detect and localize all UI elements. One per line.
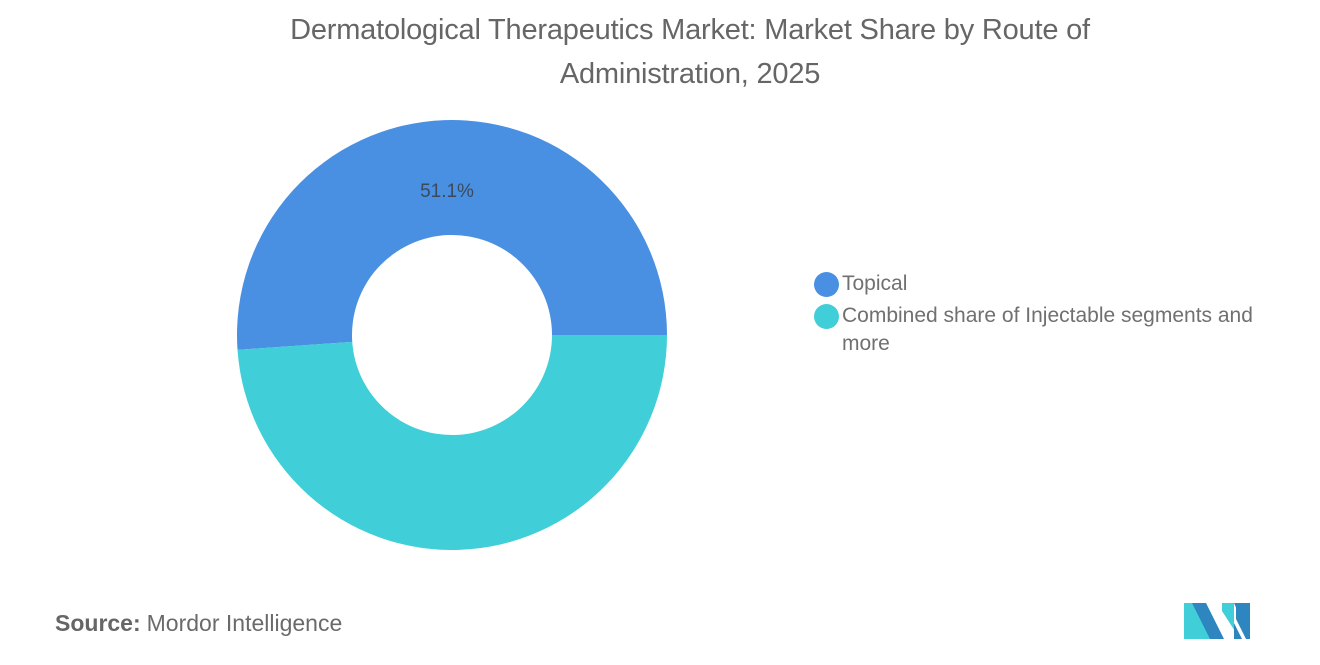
legend-swatch-icon [814, 304, 839, 329]
mordor-intelligence-logo-icon [1184, 603, 1250, 639]
source-label: Source: [55, 610, 141, 636]
donut-slice-injectable[interactable] [237, 335, 667, 551]
legend: Topical Combined share of Injectable seg… [814, 270, 1274, 362]
legend-item-topical[interactable]: Topical [814, 270, 1274, 298]
data-label-topical: 51.1% [420, 181, 474, 202]
legend-label: Combined share of Injectable segments an… [842, 304, 1253, 355]
legend-label: Topical [842, 272, 908, 295]
source-note: Source: Mordor Intelligence [55, 610, 342, 637]
legend-item-injectable[interactable]: Combined share of Injectable segments an… [814, 302, 1274, 358]
donut-slice-topical[interactable] [237, 120, 668, 350]
legend-swatch-icon [814, 272, 839, 297]
source-value: Mordor Intelligence [146, 610, 343, 636]
chart-title: Dermatological Therapeutics Market: Mark… [290, 14, 1090, 90]
